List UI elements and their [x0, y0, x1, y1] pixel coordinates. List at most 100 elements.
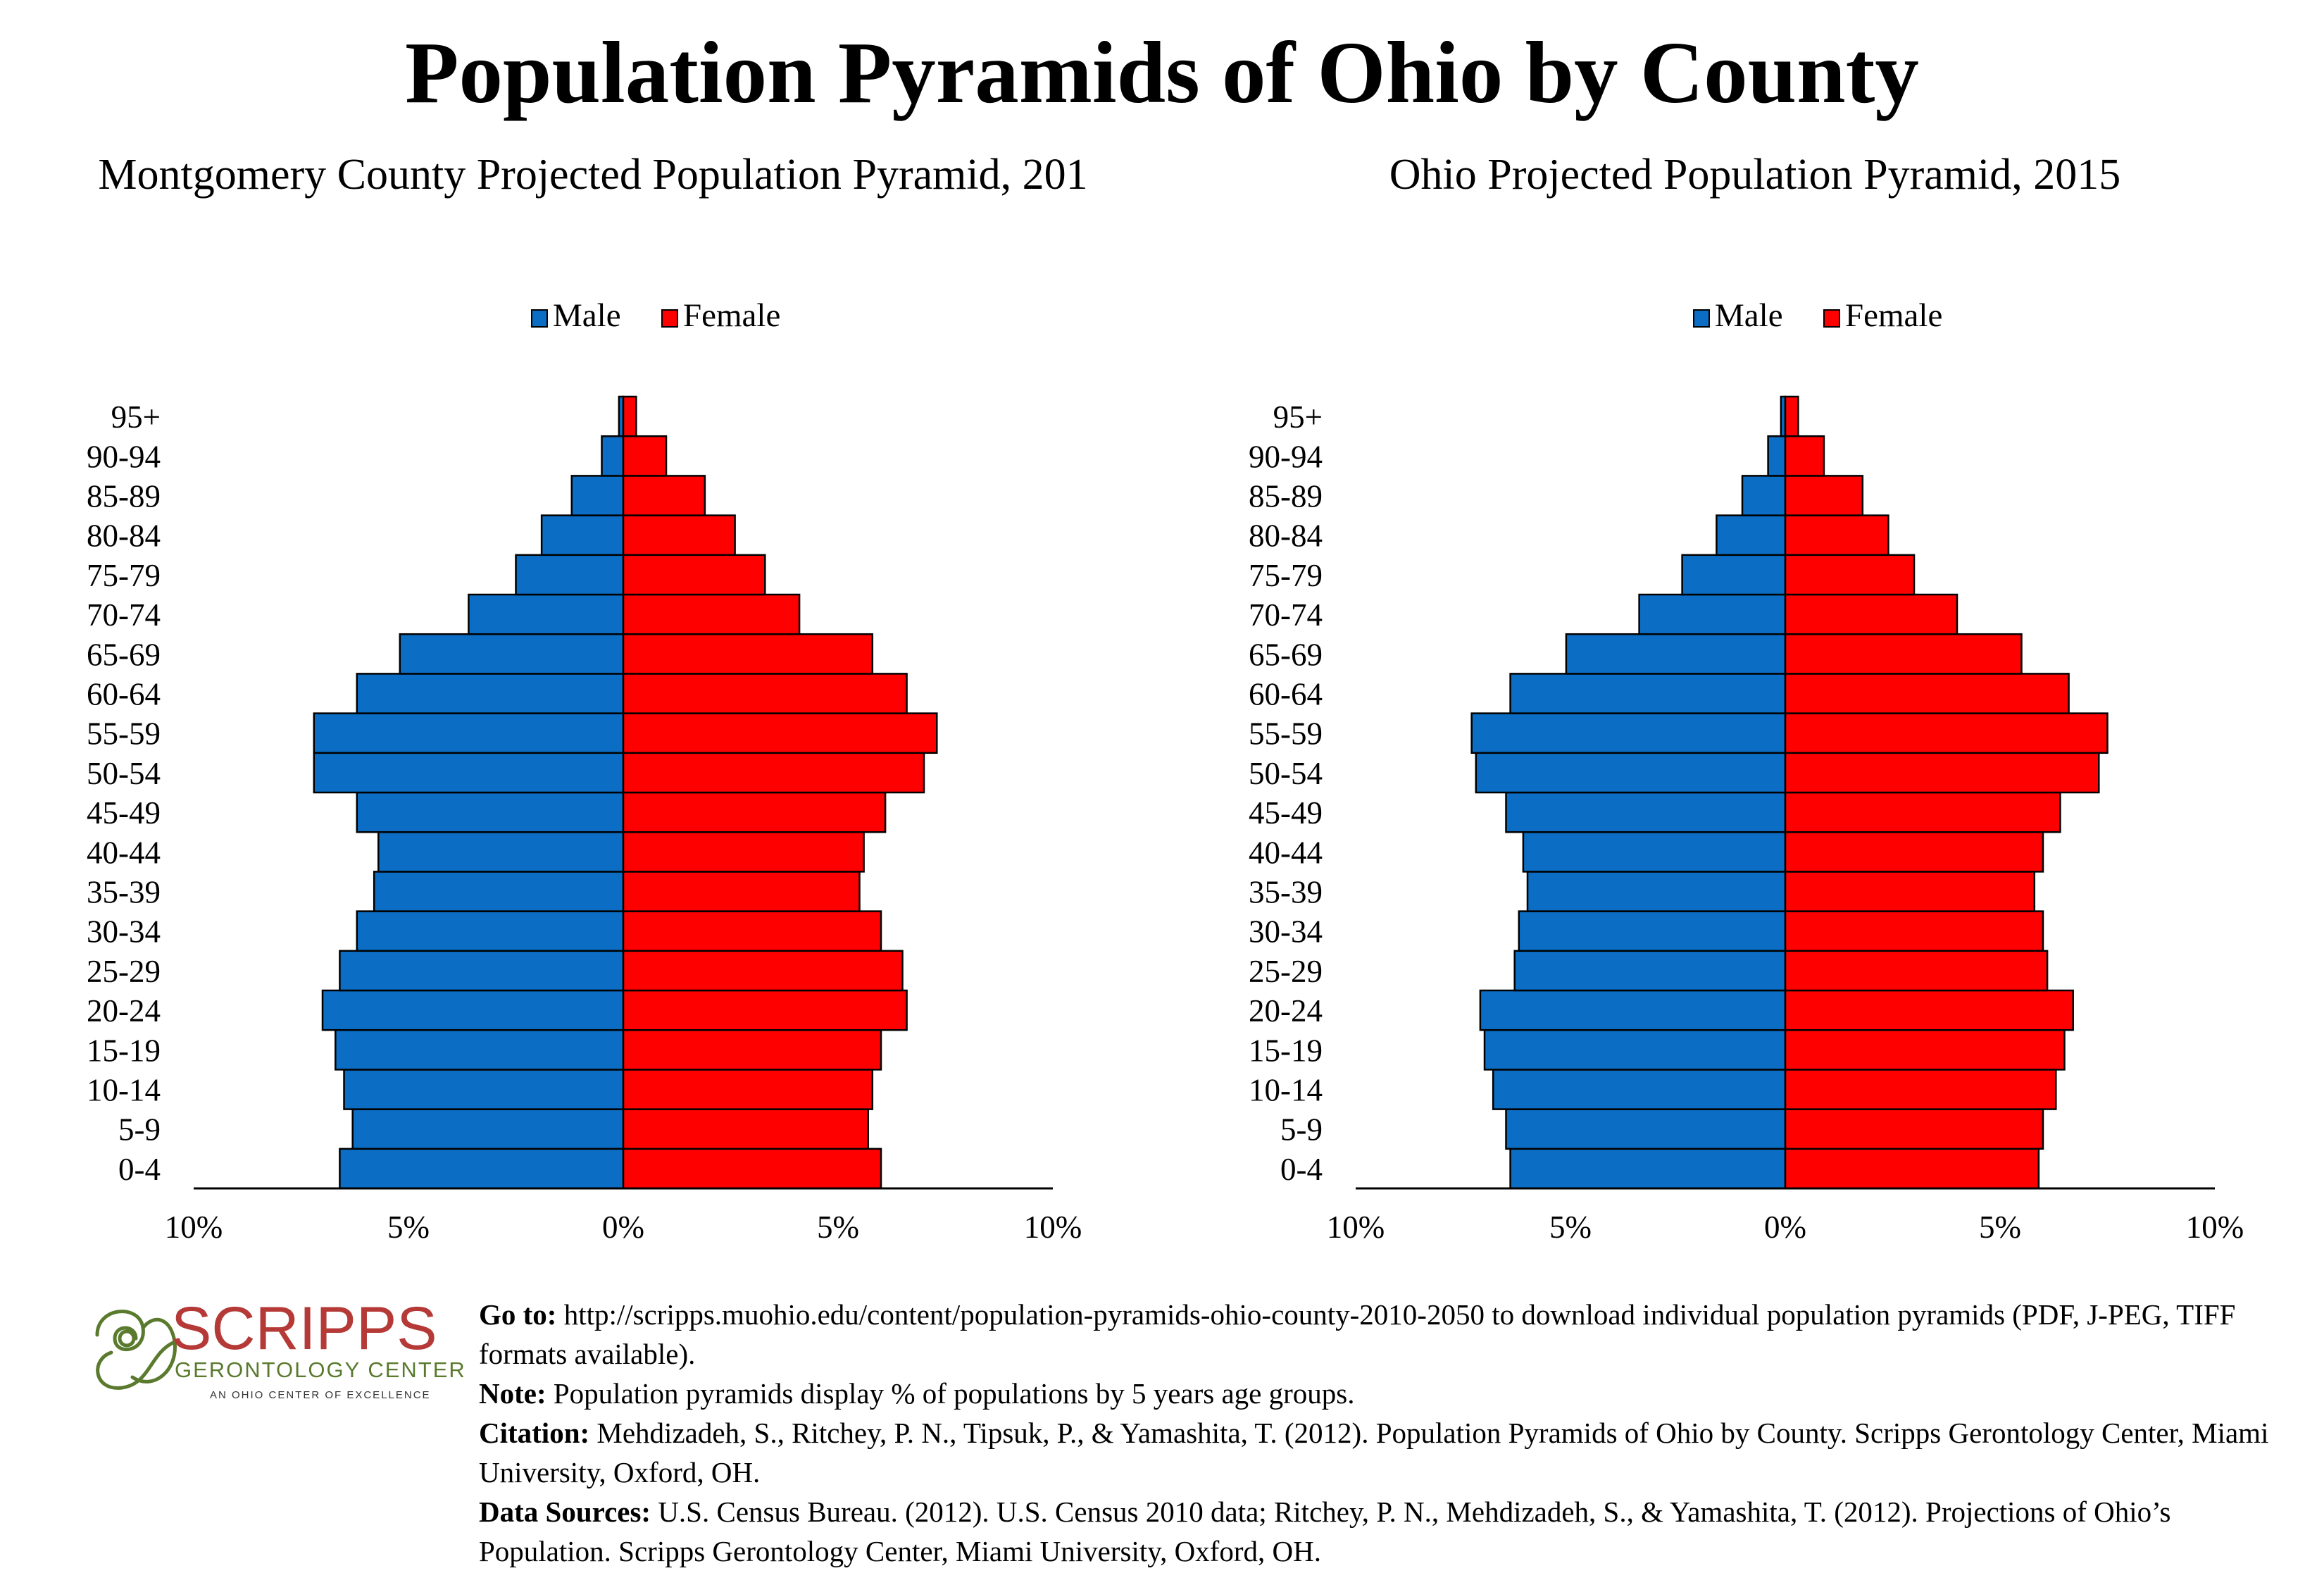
footer-sources: Data Sources: U.S. Census Bureau. (2012)… [479, 1492, 2310, 1571]
age-label: 60-64 [87, 677, 161, 712]
legend-swatch-female [661, 309, 678, 328]
age-label: 5-9 [1280, 1112, 1323, 1148]
age-label: 15-19 [87, 1033, 161, 1068]
scripps-logo: SCRIPPS GERONTOLOGY CENTER AN OHIO CENTE… [95, 1295, 466, 1401]
bar-female-55-59 [1784, 712, 2109, 754]
bar-female-95+ [1784, 395, 1799, 437]
bar-male-80-84 [1716, 514, 1787, 557]
bar-female-25-29 [1784, 950, 2049, 992]
age-label: 20-24 [87, 993, 161, 1028]
citation-text: Mehdizadeh, S., Ritchey, P. N., Tipsuk, … [479, 1417, 2269, 1488]
sources-text: U.S. Census Bureau. (2012). U.S. Census … [479, 1496, 2171, 1567]
bar-female-15-19 [1784, 1028, 2066, 1071]
age-label: 70-74 [87, 597, 161, 633]
note-label: Note: [479, 1377, 546, 1410]
bar-male-60-64 [1509, 673, 1787, 714]
bar-male-55-59 [1470, 712, 1787, 754]
age-label: 25-29 [87, 954, 161, 989]
bar-female-70-74 [1784, 593, 1958, 635]
bar-female-95+ [622, 395, 637, 437]
bar-female-65-69 [622, 633, 874, 675]
x-tick-label: 5% [1549, 1210, 1592, 1245]
age-label: 45-49 [1249, 795, 1323, 831]
bar-female-5-9 [1784, 1108, 2044, 1150]
age-label: 40-44 [87, 835, 161, 870]
bar-female-45-49 [1784, 791, 2061, 833]
legend-label-female: Female [683, 297, 780, 334]
bar-female-40-44 [622, 831, 865, 873]
bar-male-60-64 [356, 673, 625, 714]
x-tick-label: 5% [817, 1210, 859, 1245]
logo-tagline: AN OHIO CENTER OF EXCELLENCE [210, 1389, 431, 1401]
bar-male-5-9 [1505, 1108, 1787, 1150]
x-tick-label: 5% [387, 1210, 430, 1245]
legend-swatch-male [531, 309, 548, 328]
bar-male-40-44 [377, 831, 625, 873]
bar-male-35-39 [373, 871, 625, 912]
bar-female-85-89 [1784, 475, 1864, 516]
sources-label: Data Sources: [479, 1496, 651, 1528]
age-label: 80-84 [87, 518, 161, 554]
bar-male-70-74 [468, 593, 625, 635]
bar-female-50-54 [622, 752, 925, 794]
age-label: 90-94 [87, 439, 161, 474]
bar-female-80-84 [622, 514, 736, 557]
age-label: 25-29 [1249, 954, 1323, 989]
bar-female-10-14 [1784, 1069, 2057, 1110]
footer-note: Note: Population pyramids display % of p… [479, 1374, 2310, 1413]
logo-name: SCRIPPS [171, 1295, 437, 1362]
ohio-pyramid-chart: Ohio Projected Population Pyramid, 2015 M… [1249, 151, 2244, 1245]
bar-female-75-79 [622, 554, 766, 596]
bar-male-45-49 [356, 791, 625, 833]
bar-female-20-24 [622, 989, 908, 1031]
age-label: 50-54 [1249, 756, 1323, 791]
goto-text: http://scripps.muohio.edu/content/popula… [479, 1298, 2236, 1370]
legend-label-male: Male [553, 297, 621, 334]
bar-female-35-39 [1784, 871, 2036, 912]
x-tick-label: 0% [1764, 1210, 1806, 1245]
age-label: 75-79 [1249, 558, 1323, 593]
bar-male-30-34 [356, 910, 625, 952]
bar-male-15-19 [1483, 1028, 1787, 1071]
bar-female-35-39 [622, 871, 861, 912]
bar-female-5-9 [622, 1108, 869, 1150]
bar-female-30-34 [1784, 910, 2044, 952]
age-label: 70-74 [1249, 597, 1323, 633]
age-label: 85-89 [1249, 479, 1323, 514]
bar-male-50-54 [1475, 752, 1787, 794]
age-label: 15-19 [1249, 1033, 1323, 1068]
bar-female-25-29 [622, 950, 904, 992]
citation-label: Citation: [479, 1417, 590, 1449]
age-label: 0-4 [118, 1152, 161, 1187]
age-label: 80-84 [1249, 518, 1323, 554]
age-label: 30-34 [87, 914, 161, 950]
bar-male-10-14 [1492, 1069, 1787, 1110]
bar-female-45-49 [622, 791, 887, 833]
x-tick-label: 10% [2186, 1210, 2244, 1245]
bar-male-20-24 [321, 989, 625, 1031]
bar-male-10-14 [343, 1069, 625, 1110]
bar-female-0-4 [622, 1148, 882, 1190]
age-label: 45-49 [87, 795, 161, 831]
bar-male-20-24 [1479, 989, 1787, 1031]
goto-label: Go to: [479, 1298, 557, 1331]
age-label: 95+ [1273, 399, 1323, 435]
legend-label-male: Male [1715, 297, 1783, 334]
logo-subtitle: GERONTOLOGY CENTER [175, 1357, 466, 1382]
age-label: 35-39 [87, 875, 161, 910]
bar-male-30-34 [1518, 910, 1787, 952]
legend-swatch-male [1693, 309, 1710, 328]
bar-male-75-79 [515, 554, 625, 596]
age-label: 10-14 [87, 1073, 161, 1108]
bar-male-90-94 [1767, 435, 1787, 477]
bar-female-65-69 [1784, 633, 2023, 675]
x-tick-label: 0% [602, 1210, 644, 1245]
x-tick-label: 10% [165, 1210, 223, 1245]
age-label: 20-24 [1249, 993, 1323, 1028]
scripps-swirl-icon [95, 1310, 177, 1390]
montgomery-pyramid-chart: Montgomery County Projected Population P… [87, 151, 1088, 1245]
bar-female-40-44 [1784, 831, 2044, 873]
age-label: 95+ [111, 399, 161, 435]
chart-title: Montgomery County Projected Population P… [98, 151, 1087, 199]
age-label: 10-14 [1249, 1073, 1323, 1108]
